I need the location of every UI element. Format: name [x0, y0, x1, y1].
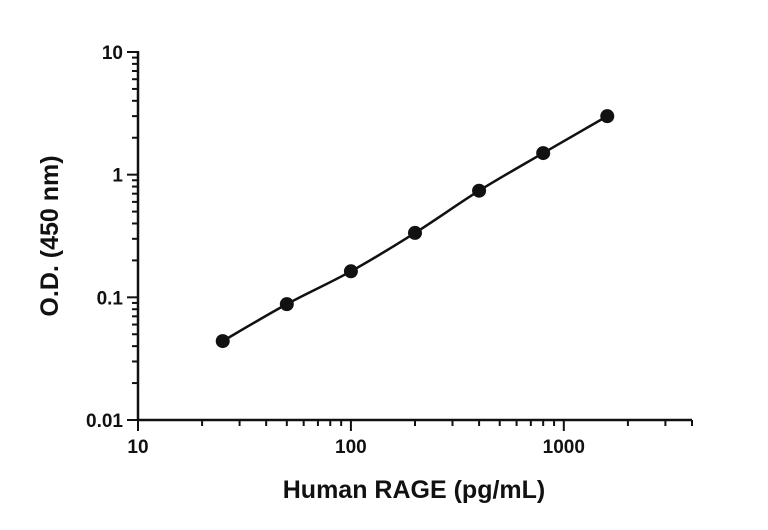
- x-tick-label: 1000: [543, 437, 585, 458]
- data-point: [600, 109, 615, 124]
- y-tick-label: 10: [102, 43, 123, 64]
- data-point: [472, 183, 487, 198]
- data-point: [343, 264, 358, 279]
- data-point: [408, 225, 422, 240]
- y-axis-title: O.D. (450 nm): [36, 155, 64, 316]
- y-tick-label: 0.1: [97, 288, 124, 309]
- x-axis-ticks: 10 100 1000: [127, 420, 693, 458]
- data-point: [215, 334, 230, 349]
- data-point: [279, 297, 294, 312]
- data-point: [536, 146, 551, 161]
- x-tick-label: 10: [127, 437, 148, 458]
- y-tick-label: 1: [112, 166, 123, 187]
- y-tick-label: 0.01: [86, 411, 123, 432]
- x-tick-label: 100: [335, 437, 367, 458]
- y-axis-ticks: 0.01 0.1 1 10: [86, 43, 138, 432]
- x-axis-title: Human RAGE (pg/mL): [283, 476, 546, 504]
- series: [215, 109, 615, 349]
